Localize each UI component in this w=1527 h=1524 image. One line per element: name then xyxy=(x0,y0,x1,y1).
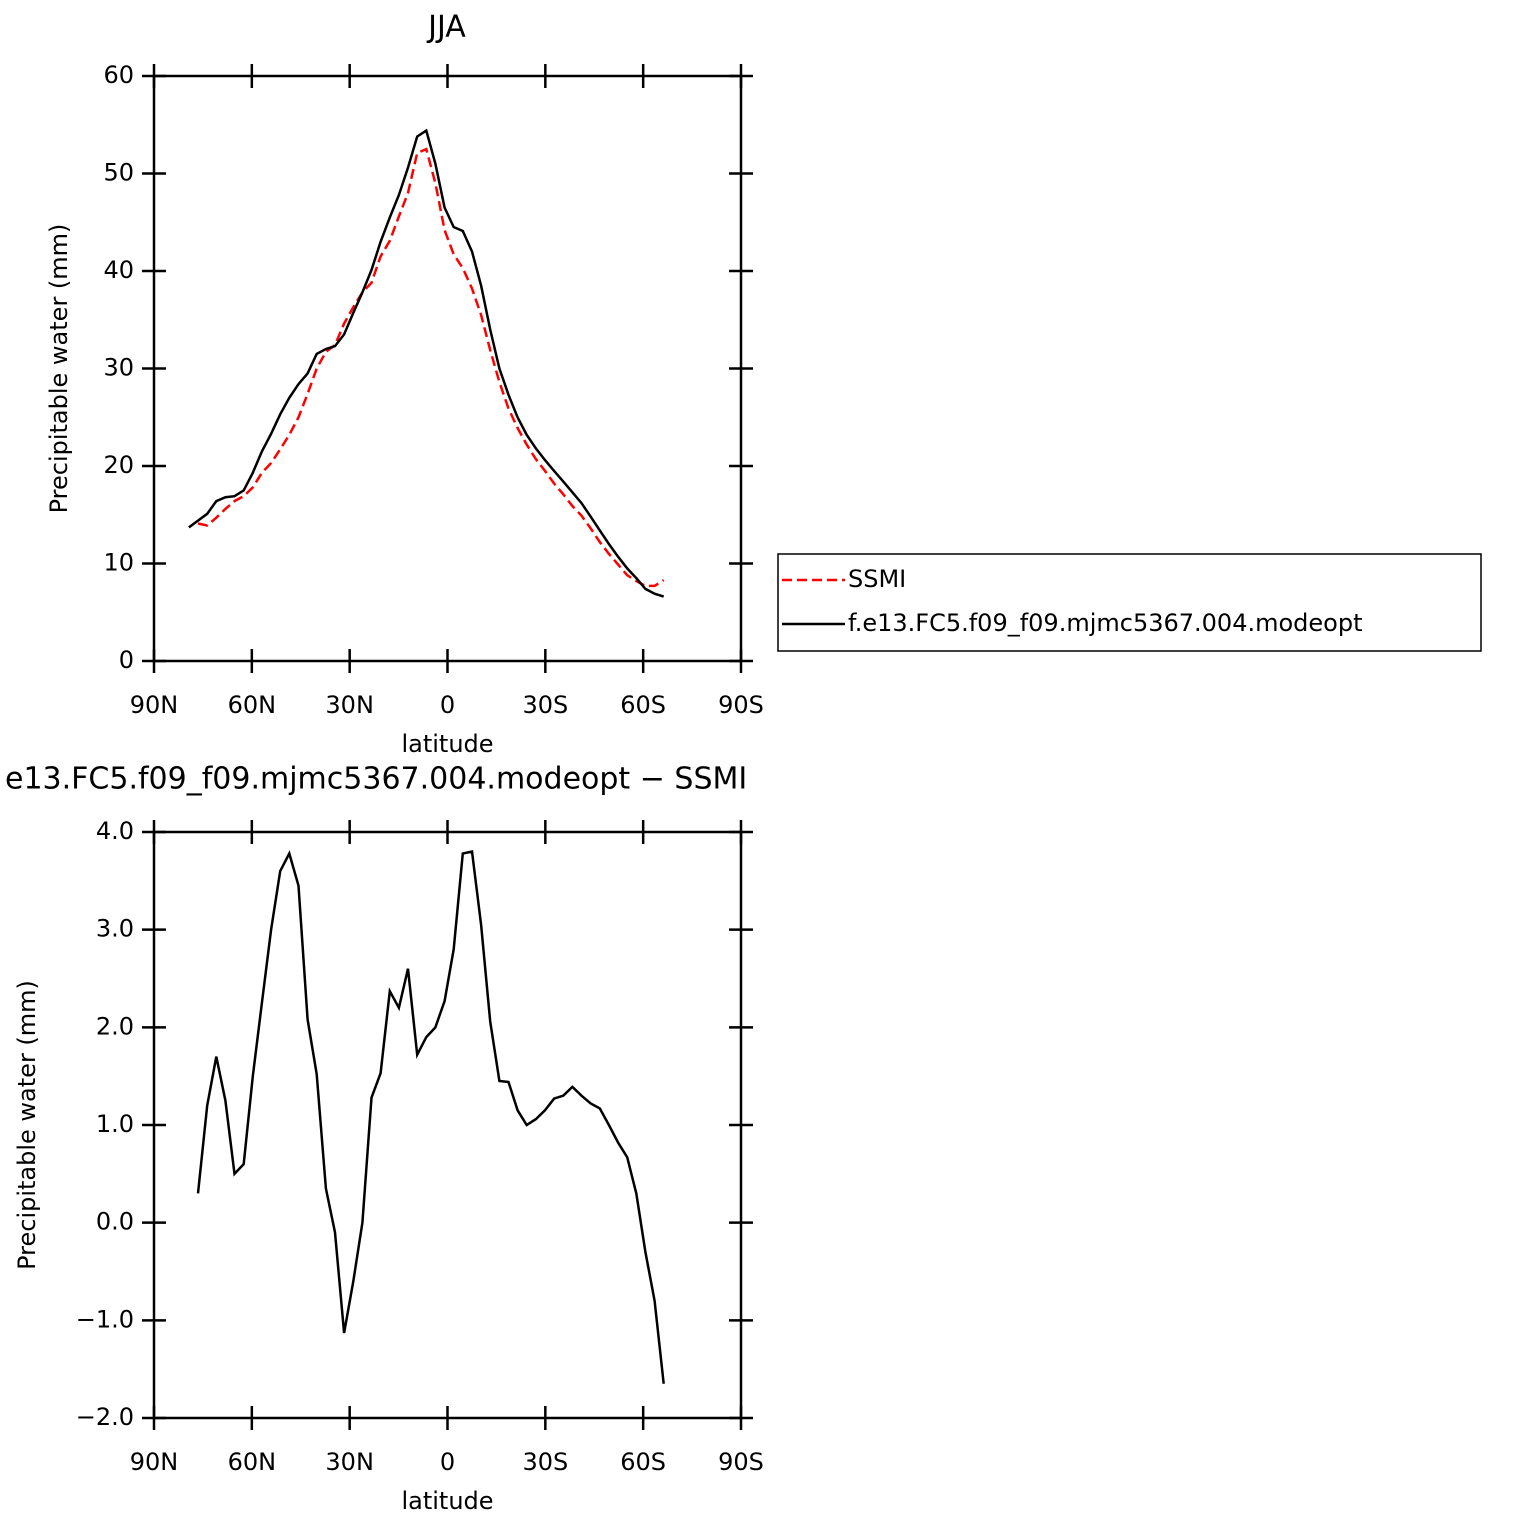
y-tick-label: 2.0 xyxy=(96,1012,134,1040)
y-tick-label: 50 xyxy=(103,159,134,187)
x-tick-label: 30S xyxy=(522,1448,568,1476)
y-axis-label: Precipitable water (mm) xyxy=(45,224,73,514)
x-tick-label: 90S xyxy=(718,691,764,719)
legend-label: SSMI xyxy=(848,565,906,593)
x-axis-label: latitude xyxy=(401,1487,493,1515)
x-tick-label: 30N xyxy=(325,1448,374,1476)
y-tick-label: −2.0 xyxy=(76,1403,134,1431)
x-tick-label: 60S xyxy=(620,1448,666,1476)
data-line xyxy=(197,147,665,588)
x-tick-label: 60S xyxy=(620,691,666,719)
x-tick-label: 90N xyxy=(130,691,179,719)
y-tick-label: 20 xyxy=(103,451,134,479)
x-tick-label: 30S xyxy=(522,691,568,719)
y-tick-label: 40 xyxy=(103,256,134,284)
y-tick-label: 0.0 xyxy=(96,1208,134,1236)
data-line xyxy=(196,849,665,1384)
x-axis-label: latitude xyxy=(401,730,493,758)
x-tick-label: 30N xyxy=(325,691,374,719)
y-tick-label: 30 xyxy=(103,354,134,382)
x-tick-label: 0 xyxy=(440,691,455,719)
plot-frame xyxy=(152,74,743,663)
legend-box xyxy=(777,553,1482,652)
y-tick-label: 0 xyxy=(119,646,134,674)
y-tick-label: 4.0 xyxy=(96,817,134,845)
y-tick-label: 3.0 xyxy=(96,915,134,943)
chart-title: e13.FC5.f09_f09.mjmc5367.004.modeopt − S… xyxy=(5,762,747,797)
chart-title: JJA xyxy=(426,10,466,45)
x-tick-label: 90N xyxy=(130,1448,179,1476)
y-tick-label: −1.0 xyxy=(76,1305,134,1333)
data-line xyxy=(188,128,665,598)
y-tick-label: 60 xyxy=(103,61,134,89)
y-axis-label: Precipitable water (mm) xyxy=(13,980,41,1270)
y-tick-label: 10 xyxy=(103,549,134,577)
x-tick-label: 0 xyxy=(440,1448,455,1476)
plot-frame xyxy=(152,830,743,1420)
y-tick-label: 1.0 xyxy=(96,1110,134,1138)
legend-label: f.e13.FC5.f09_f09.mjmc5367.004.modeopt xyxy=(848,609,1363,637)
x-tick-label: 90S xyxy=(718,1448,764,1476)
x-tick-label: 60N xyxy=(228,1448,277,1476)
x-tick-label: 60N xyxy=(228,691,277,719)
